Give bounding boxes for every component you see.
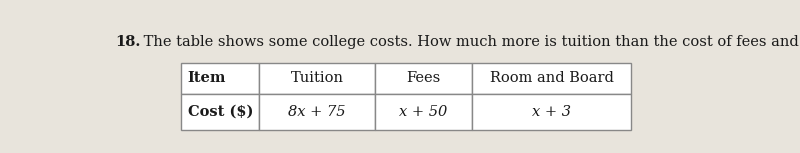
Bar: [182, 94, 259, 130]
Text: The table shows some college costs. How much more is tuition than the cost of fe: The table shows some college costs. How …: [139, 35, 800, 49]
Bar: [472, 63, 631, 94]
Bar: [472, 94, 631, 130]
Text: Room and Board: Room and Board: [490, 71, 614, 85]
Text: 8x + 75: 8x + 75: [288, 105, 346, 119]
Text: Fees: Fees: [406, 71, 441, 85]
Text: x + 3: x + 3: [532, 105, 571, 119]
Bar: [375, 94, 472, 130]
Bar: [182, 63, 259, 94]
Bar: [259, 94, 375, 130]
Text: Item: Item: [187, 71, 226, 85]
Text: 18.: 18.: [115, 35, 141, 49]
Text: Cost ($): Cost ($): [187, 105, 253, 119]
Text: Tuition: Tuition: [290, 71, 343, 85]
Bar: [259, 63, 375, 94]
Text: x + 50: x + 50: [399, 105, 448, 119]
Bar: [375, 63, 472, 94]
